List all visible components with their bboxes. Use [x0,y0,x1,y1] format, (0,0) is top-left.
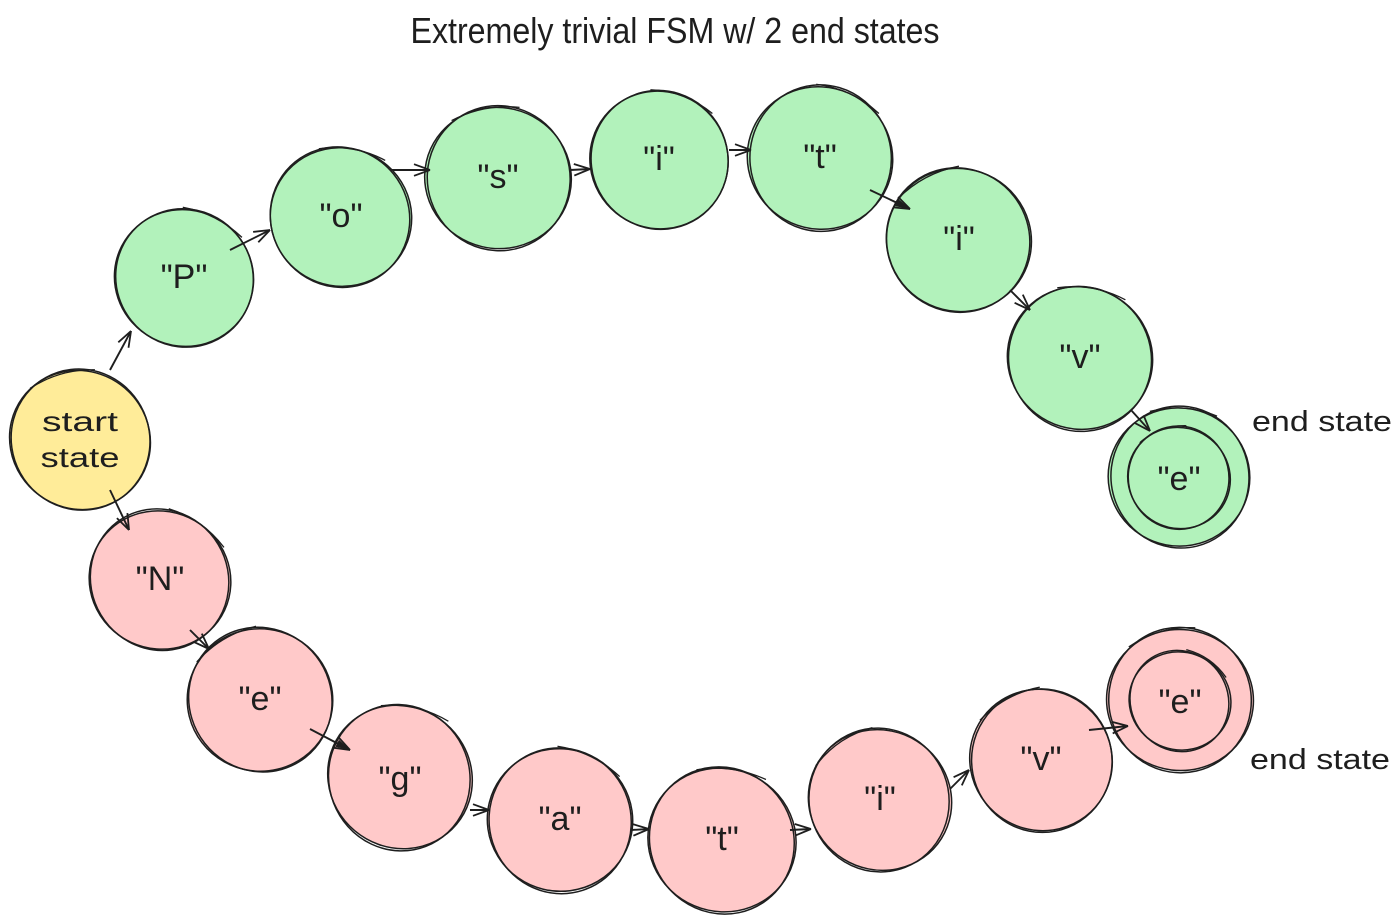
svg-text:"e": "e" [1158,683,1201,721]
svg-text:"v": "v" [1020,740,1061,778]
svg-text:"t": "t" [705,820,739,858]
svg-text:"e": "e" [1157,460,1200,498]
svg-text:"v": "v" [1059,338,1100,376]
svg-text:"a": "a" [538,800,581,838]
svg-text:"i": "i" [643,140,675,178]
svg-text:"i": "i" [864,780,896,818]
svg-text:state: state [41,442,120,473]
svg-text:"i": "i" [943,220,975,258]
svg-text:"o": "o" [319,197,362,235]
svg-text:start: start [42,406,118,437]
svg-text:"N": "N" [136,560,185,598]
svg-text:end state: end state [1250,744,1390,776]
svg-text:"t": "t" [803,138,837,176]
svg-text:"g": "g" [378,760,421,798]
svg-text:"e": "e" [238,680,281,718]
svg-text:"s": "s" [477,158,518,196]
svg-text:Extremely trivial FSM w/ 2 end: Extremely trivial FSM w/ 2 end states [411,10,940,51]
svg-text:end state: end state [1252,406,1392,438]
svg-text:"P": "P" [161,258,208,296]
